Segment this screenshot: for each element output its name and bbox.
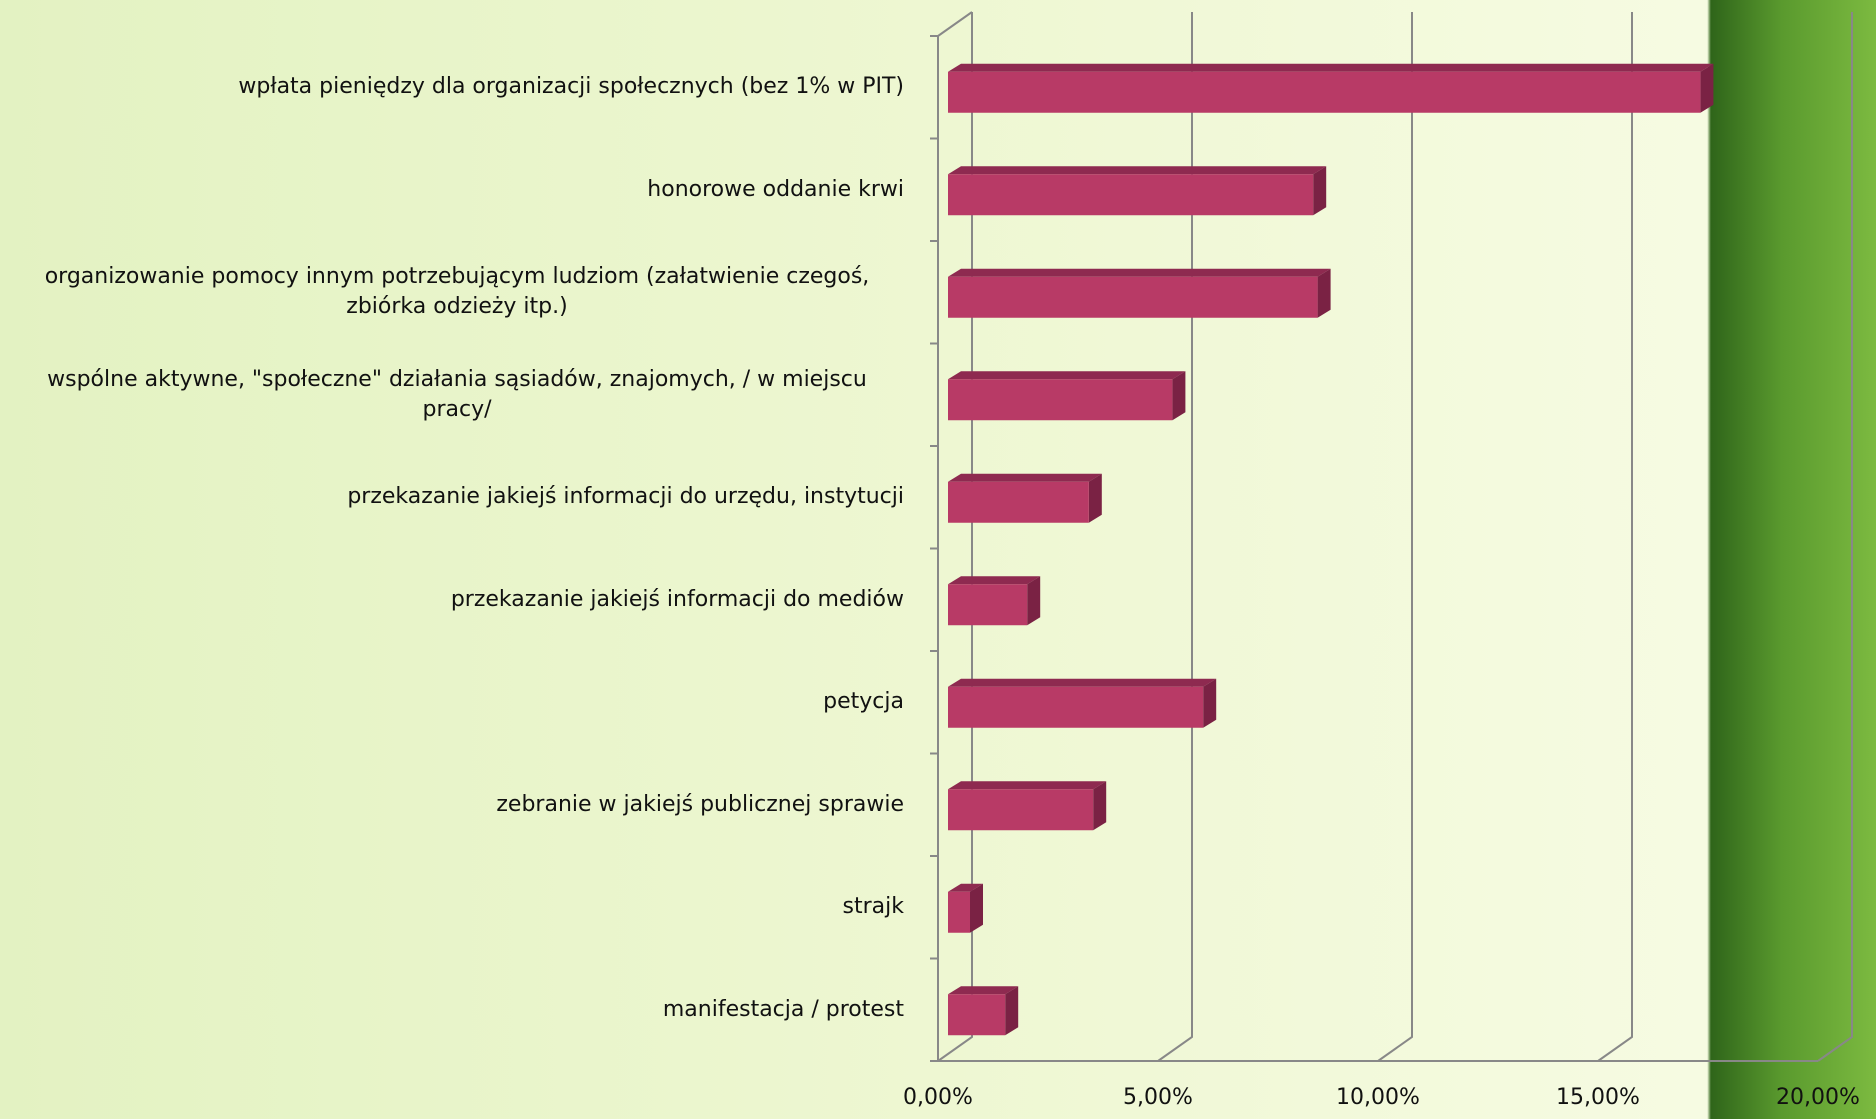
bar-face [1203, 678, 1217, 728]
category-label: przekazanie jakiejś informacji do mediów [450, 586, 904, 612]
category-label: wpłata pieniędzy dla organizacji społecz… [238, 74, 904, 100]
category-label-box: przekazanie jakiejś informacji do urzędu… [10, 457, 904, 537]
bar-face [948, 174, 1314, 216]
bar-face [1088, 473, 1102, 523]
bar [948, 473, 1102, 523]
category-label-box: wpłata pieniędzy dla organizacji społecz… [10, 47, 904, 127]
bar [948, 63, 1714, 113]
category-label: organizowanie pomocy innym potrzebującym… [44, 264, 870, 320]
bar [948, 576, 1041, 626]
category-label: petycja [823, 689, 904, 715]
category-label-box: strajk [10, 867, 904, 947]
category-label-box: organizowanie pomocy innym potrzebującym… [10, 252, 904, 332]
bar [948, 166, 1327, 216]
bar-face [1005, 986, 1019, 1036]
bar-face [948, 371, 1186, 380]
grid-line [937, 12, 973, 1062]
bar [948, 678, 1217, 728]
bar-face [1317, 268, 1331, 318]
bar-face [948, 789, 1094, 831]
bar-face [1172, 371, 1186, 421]
bar-face [948, 71, 1701, 113]
bar-face [1313, 166, 1327, 216]
bar-face [948, 268, 1331, 277]
x-tick-label: 15,00% [1556, 1085, 1640, 1110]
bar-face [948, 883, 983, 892]
bar-face [970, 883, 983, 933]
grid-line [1157, 12, 1193, 1062]
category-label: przekazanie jakiejś informacji do urzędu… [347, 484, 904, 510]
bar-face [948, 891, 970, 933]
category-label-box: honorowe oddanie krwi [10, 150, 904, 230]
category-label-box: manifestacja / protest [10, 970, 904, 1050]
bar-face [948, 678, 1217, 687]
bar-face [948, 63, 1714, 72]
category-label: zebranie w jakiejś publicznej sprawie [496, 791, 904, 817]
category-label-box: przekazanie jakiejś informacji do mediów [10, 560, 904, 640]
bar-face [948, 576, 1041, 585]
category-label-box: petycja [10, 662, 904, 742]
grid-line [1817, 12, 1853, 1062]
category-label: strajk [842, 894, 904, 920]
axis-line [937, 11, 973, 37]
x-tick-label: 20,00% [1776, 1085, 1860, 1110]
bar-face [948, 686, 1204, 728]
bar-face [1027, 576, 1041, 626]
bar [948, 986, 1019, 1036]
bar [948, 883, 983, 933]
bar-face [948, 276, 1318, 318]
bar-face [948, 994, 1006, 1036]
category-label: wspólne aktywne, "społeczne" działania s… [47, 366, 867, 422]
bar [948, 268, 1331, 318]
bar-face [948, 986, 1019, 995]
x-tick-label: 5,00% [1123, 1085, 1193, 1110]
bar-face [948, 473, 1102, 482]
category-label: manifestacja / protest [662, 996, 904, 1022]
category-label-box: wspólne aktywne, "społeczne" działania s… [10, 355, 904, 435]
bar [948, 781, 1107, 831]
bar [948, 371, 1186, 421]
bar-face [948, 781, 1107, 790]
bar-face [948, 584, 1028, 626]
bar-face [948, 481, 1089, 523]
x-tick-label: 10,00% [1336, 1085, 1420, 1110]
grid-line [1377, 12, 1413, 1062]
bar-face [1093, 781, 1107, 831]
bar-face [948, 379, 1173, 421]
category-label: honorowe oddanie krwi [647, 176, 904, 202]
x-tick-label: 0,00% [903, 1085, 973, 1110]
bar-face [1700, 63, 1714, 113]
bar-face [948, 166, 1327, 175]
category-label-box: zebranie w jakiejś publicznej sprawie [10, 765, 904, 845]
grid-line [1597, 12, 1633, 1062]
